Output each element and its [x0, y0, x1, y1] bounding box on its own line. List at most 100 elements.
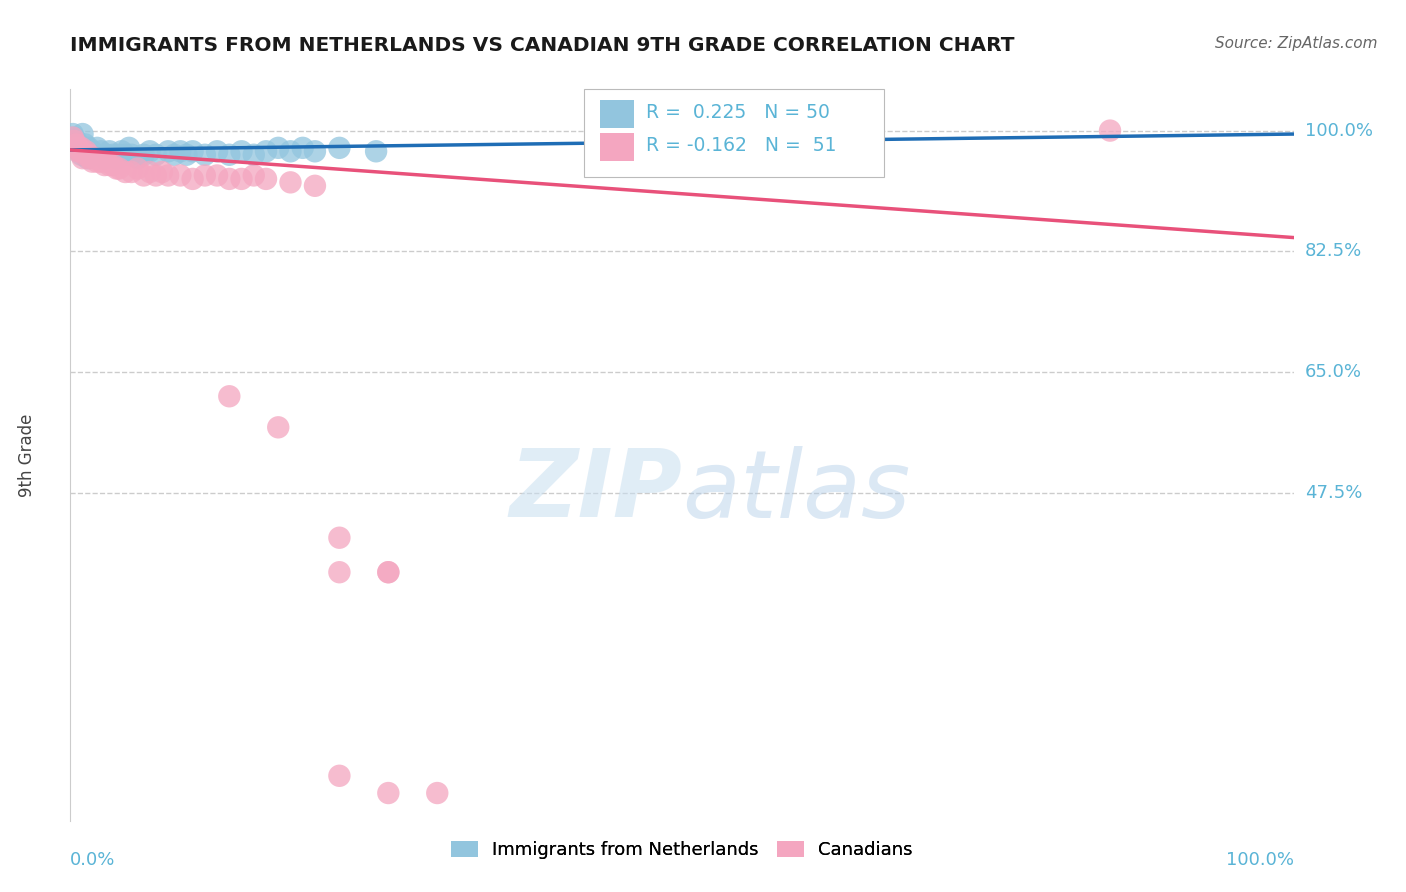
Point	[280, 175, 302, 189]
Point	[70, 147, 93, 161]
Text: R =  0.225   N = 50: R = 0.225 N = 50	[647, 103, 831, 122]
Point	[105, 151, 128, 165]
Point	[218, 389, 240, 403]
Point	[96, 154, 118, 169]
Point	[114, 165, 136, 179]
Point	[127, 161, 149, 176]
Point	[127, 151, 149, 165]
Point	[76, 151, 98, 165]
Point	[231, 172, 253, 186]
Point	[101, 147, 124, 161]
Text: 100.0%: 100.0%	[1226, 851, 1294, 869]
Point	[169, 145, 191, 159]
Point	[86, 141, 108, 155]
Point	[121, 165, 143, 179]
Point	[150, 165, 173, 179]
Point	[254, 145, 277, 159]
Point	[121, 147, 143, 161]
Point	[254, 172, 277, 186]
Point	[145, 147, 167, 161]
Point	[63, 130, 86, 145]
Point	[328, 769, 350, 783]
Point	[111, 145, 134, 159]
Point	[267, 420, 290, 434]
Point	[139, 145, 162, 159]
Text: IMMIGRANTS FROM NETHERLANDS VS CANADIAN 9TH GRADE CORRELATION CHART: IMMIGRANTS FROM NETHERLANDS VS CANADIAN …	[70, 36, 1015, 54]
Point	[157, 169, 180, 183]
Point	[73, 137, 96, 152]
Point	[105, 161, 128, 176]
Point	[66, 137, 89, 152]
Point	[328, 531, 350, 545]
Point	[86, 154, 108, 169]
Point	[90, 154, 112, 169]
Point	[72, 141, 94, 155]
Point	[267, 141, 290, 155]
Point	[66, 145, 89, 159]
Text: R = -0.162   N =  51: R = -0.162 N = 51	[647, 136, 837, 155]
Point	[291, 141, 314, 155]
Point	[280, 145, 302, 159]
Point	[304, 178, 326, 193]
Point	[108, 147, 131, 161]
Point	[82, 154, 104, 169]
Point	[77, 147, 100, 161]
Text: 0.0%: 0.0%	[70, 851, 115, 869]
Point	[108, 161, 131, 176]
Point	[77, 141, 100, 155]
Point	[70, 141, 93, 155]
Point	[79, 151, 101, 165]
Text: 47.5%: 47.5%	[1305, 483, 1362, 502]
Point	[194, 147, 217, 161]
Point	[169, 169, 191, 183]
Point	[118, 141, 141, 155]
Point	[82, 145, 104, 159]
Point	[90, 145, 112, 159]
Point	[218, 147, 240, 161]
Point	[83, 147, 105, 161]
Text: 9th Grade: 9th Grade	[18, 413, 37, 497]
Point	[98, 145, 121, 159]
Point	[243, 147, 266, 161]
Point	[328, 141, 350, 155]
Point	[163, 147, 186, 161]
Point	[65, 137, 87, 152]
Point	[79, 147, 101, 161]
Point	[132, 147, 155, 161]
Point	[231, 145, 253, 159]
Point	[73, 147, 96, 161]
Point	[377, 786, 399, 800]
Point	[205, 169, 228, 183]
Text: ZIP: ZIP	[509, 445, 682, 538]
Point	[65, 134, 87, 148]
Point	[101, 158, 124, 172]
Point	[62, 130, 84, 145]
Point	[426, 786, 449, 800]
Point	[93, 158, 115, 172]
Point	[63, 134, 86, 148]
Point	[72, 127, 94, 141]
FancyBboxPatch shape	[600, 133, 634, 161]
Point	[98, 158, 121, 172]
Point	[304, 145, 326, 159]
Point	[366, 145, 388, 159]
Point	[139, 165, 162, 179]
Point	[1099, 123, 1122, 137]
Point	[96, 147, 118, 161]
Point	[62, 127, 84, 141]
Point	[181, 145, 204, 159]
Point	[93, 151, 115, 165]
Point	[181, 172, 204, 186]
Point	[72, 151, 94, 165]
Point	[69, 145, 91, 159]
Point	[218, 172, 240, 186]
FancyBboxPatch shape	[583, 89, 884, 177]
Point	[176, 147, 198, 161]
Text: 100.0%: 100.0%	[1305, 121, 1372, 140]
Point	[69, 145, 91, 159]
Point	[63, 134, 86, 148]
Point	[145, 169, 167, 183]
Point	[63, 141, 86, 155]
Point	[243, 169, 266, 183]
Point	[75, 145, 97, 159]
